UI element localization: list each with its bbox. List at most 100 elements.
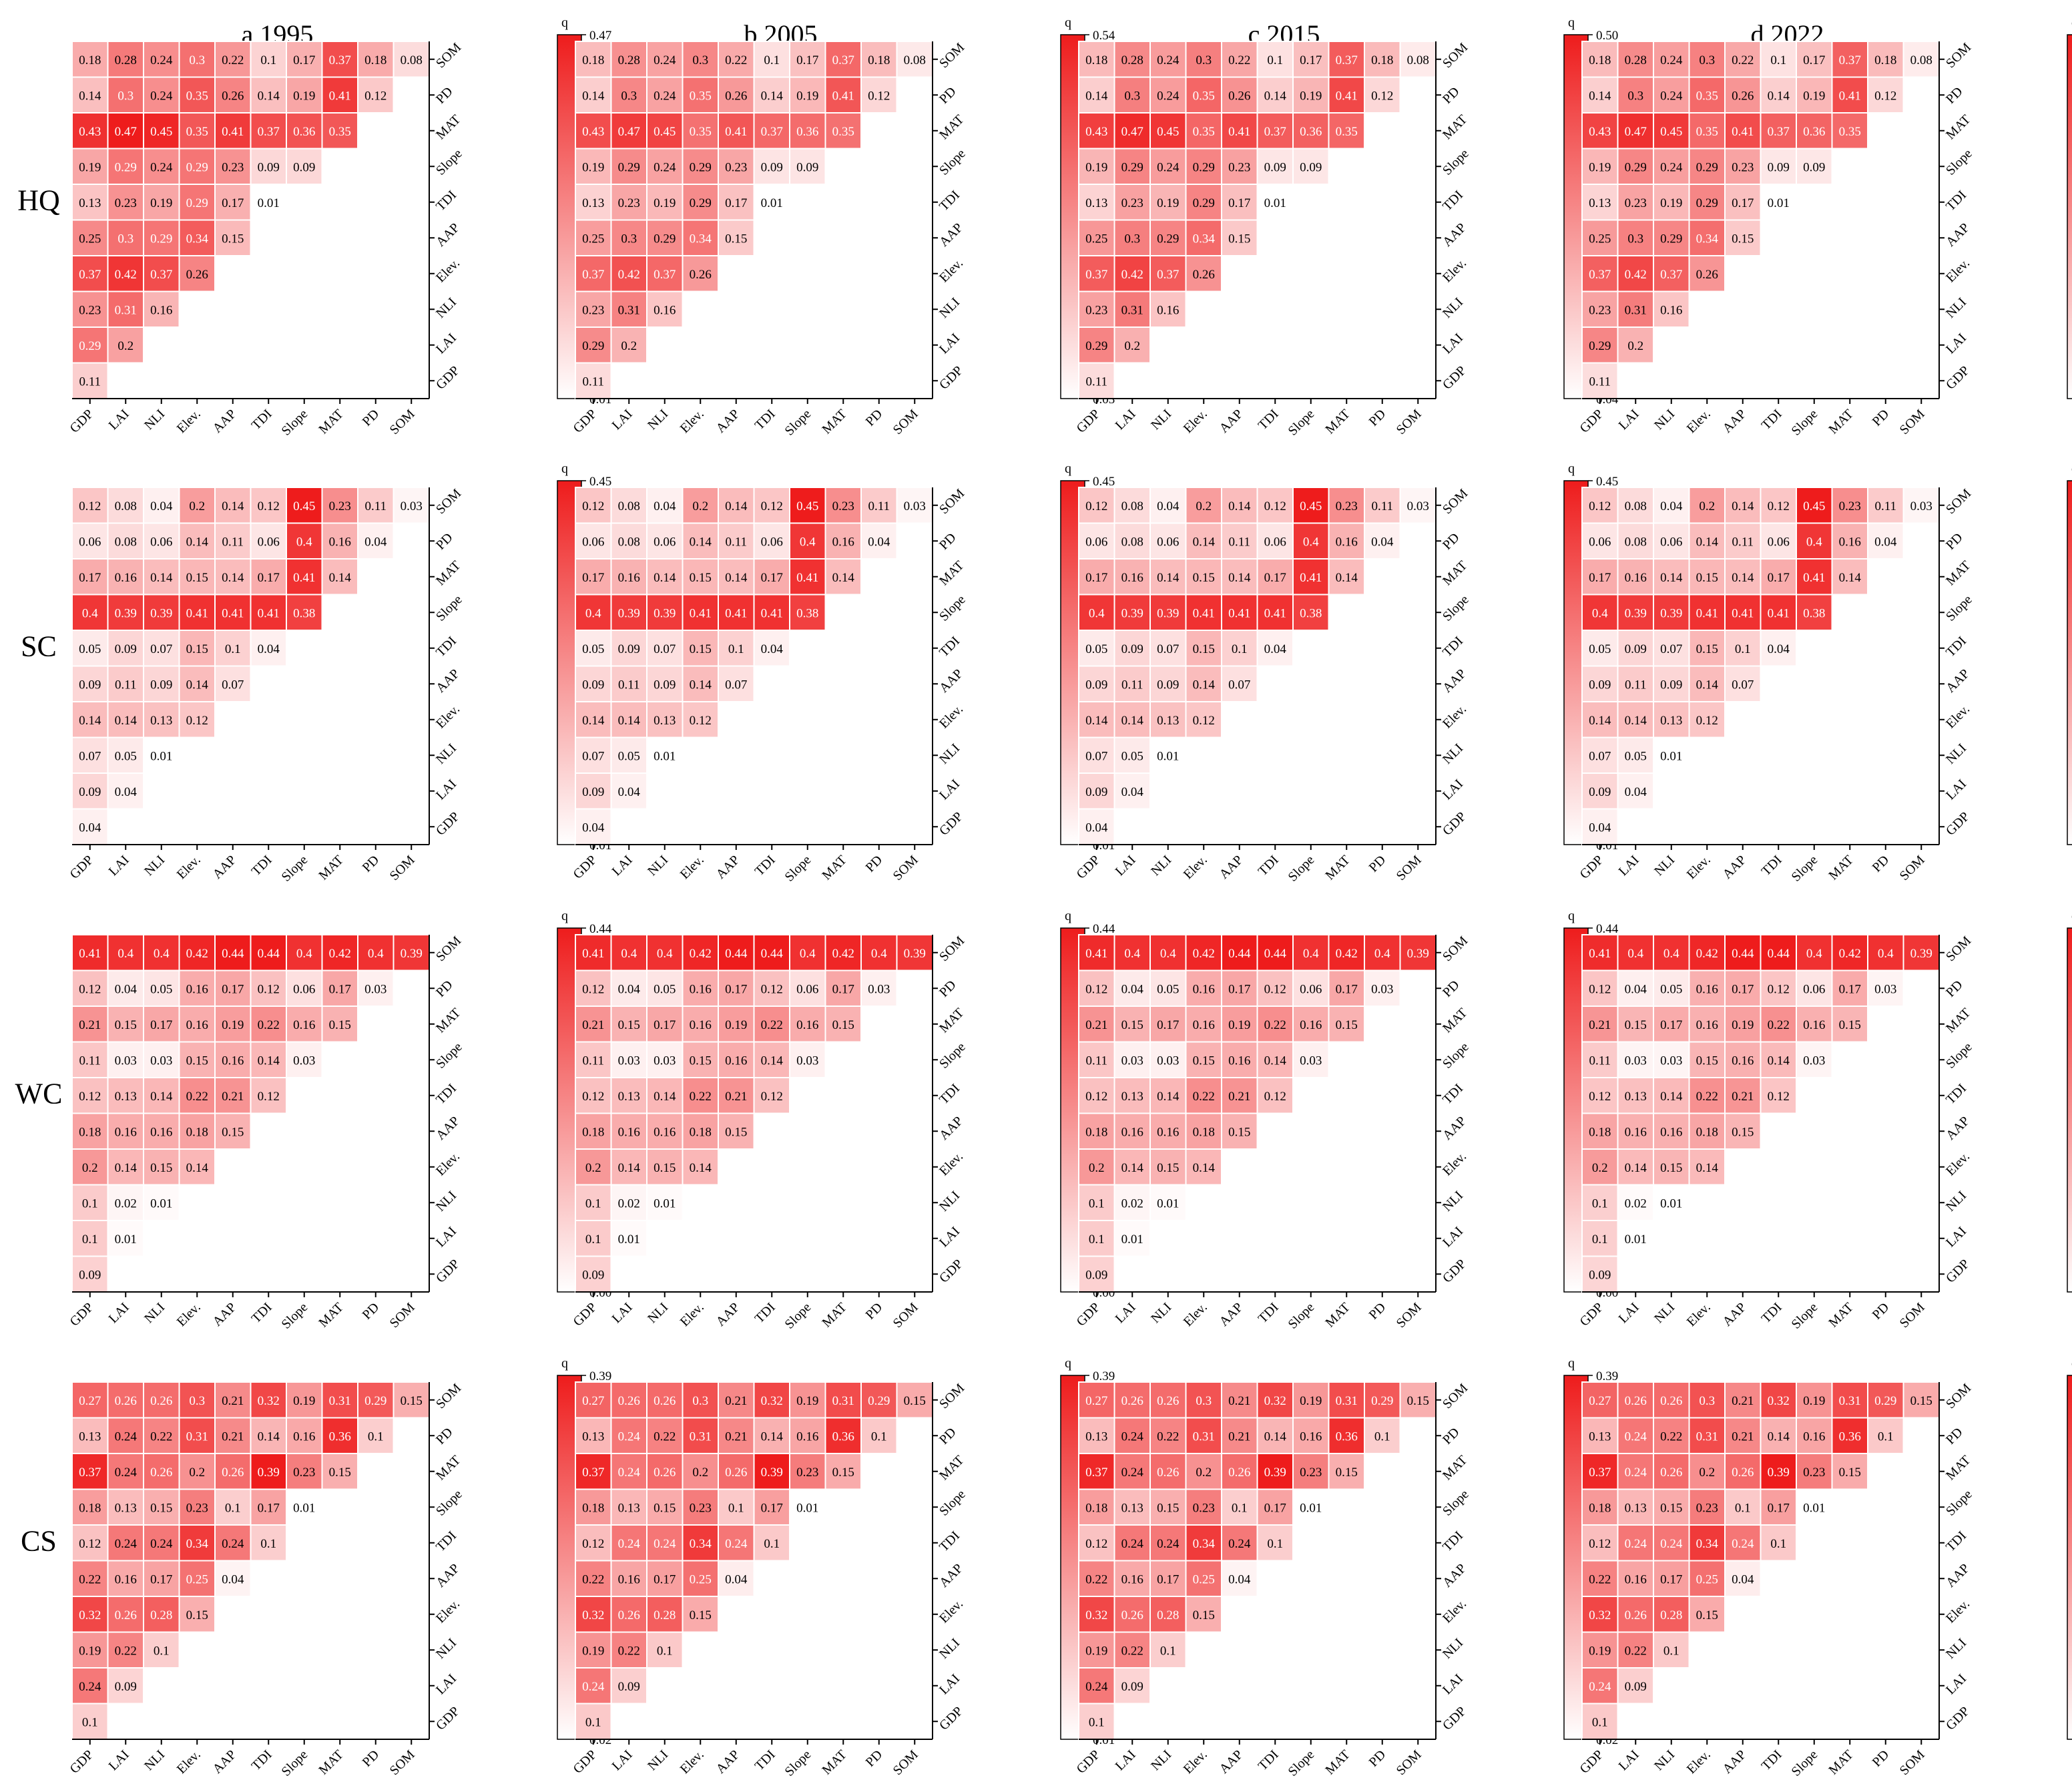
y-tick-label: SOM <box>1943 40 1974 71</box>
cell-value-label: 0.39 <box>258 1466 280 1480</box>
cell-value-label: 0.19 <box>1300 89 1322 103</box>
cell-value-label: 0.18 <box>1085 1501 1107 1515</box>
y-tick-label: SOM <box>1943 933 1974 964</box>
cell-value-label: 0.22 <box>1264 1018 1286 1032</box>
row-label: SC <box>21 630 57 662</box>
heatmap-cell <box>575 1453 612 1490</box>
cell-value-label: 0.29 <box>1696 196 1718 210</box>
cell-value-label: 0.29 <box>186 160 208 174</box>
heatmap-cell <box>646 1077 684 1114</box>
cell-value-label: 0.43 <box>1589 125 1611 139</box>
y-tick-label: Elev. <box>937 1596 966 1626</box>
heatmap-cell <box>1760 148 1797 185</box>
cell-value-label: 0.45 <box>796 499 818 513</box>
heatmap-cell <box>1256 76 1294 114</box>
cell-value-label: 0.18 <box>582 1125 604 1139</box>
cell-value-label: 0.16 <box>115 1125 137 1139</box>
cell-value-label: 0.18 <box>1371 53 1393 67</box>
x-tick-label: SOM <box>890 853 921 883</box>
heatmap-cell <box>646 558 684 596</box>
cell-value-label: 0.03 <box>904 499 926 513</box>
cell-value-label: 0.09 <box>761 160 783 174</box>
cell-value-label: 0.26 <box>618 1608 640 1622</box>
cell-value-label: 0.38 <box>796 606 818 620</box>
cell-value-label: 0.15 <box>186 642 208 656</box>
cell-value-label: 0.15 <box>1228 1125 1250 1139</box>
cell-value-label: 0.12 <box>1264 499 1286 513</box>
heatmap-cell <box>1831 558 1868 596</box>
cell-value-label: 0.08 <box>401 53 423 67</box>
heatmap-cell <box>1653 934 1690 971</box>
cell-value-label: 0.05 <box>582 642 604 656</box>
cell-value-label: 0.05 <box>1660 982 1682 996</box>
cell-value-label: 0.41 <box>293 571 315 585</box>
x-tick-label: TDI <box>1256 853 1282 879</box>
cell-value-label: 0.14 <box>150 1090 173 1104</box>
cell-value-label: 0.12 <box>1085 1090 1107 1104</box>
cell-value-label: 0.29 <box>1660 232 1682 246</box>
cell-value-label: 0.29 <box>1157 232 1179 246</box>
cell-value-label: 0.42 <box>832 947 854 961</box>
cell-value-label: 0.17 <box>725 982 747 996</box>
heatmap-cell <box>610 969 648 1007</box>
heatmap-cell <box>1185 1148 1222 1186</box>
y-tick-label: NLI <box>1440 1188 1466 1214</box>
cell-value-label: 0.4 <box>1627 947 1643 961</box>
cell-value-label: 0.15 <box>329 1466 351 1480</box>
x-tick-label: LAI <box>1616 853 1642 879</box>
cell-value-label: 0.28 <box>1157 1608 1179 1622</box>
heatmap-cell <box>1256 1006 1294 1043</box>
cell-value-label: 0.39 <box>1264 1466 1286 1480</box>
cell-value-label: 0.41 <box>79 947 101 961</box>
y-tick-label: PD <box>937 84 959 107</box>
y-tick-label: LAI <box>937 330 963 357</box>
cell-value-label: 0.12 <box>258 499 280 513</box>
cell-value-label: 0.09 <box>79 678 101 692</box>
heatmap-cell <box>646 1488 684 1526</box>
x-tick-label: TDI <box>1759 407 1785 433</box>
heatmap-cell <box>575 1006 612 1043</box>
heatmap-cell <box>1831 487 1868 524</box>
cell-value-label: 0.41 <box>1228 125 1250 139</box>
heatmap-cell <box>1760 1524 1797 1562</box>
x-tick-label: AAP <box>713 853 742 882</box>
cell-value-label: 0.04 <box>1589 821 1611 835</box>
cell-value-label: 0.32 <box>582 1608 604 1622</box>
cell-value-label: 0.14 <box>582 89 605 103</box>
x-tick-label: TDI <box>249 407 275 433</box>
heatmap-cell <box>1724 969 1762 1007</box>
cell-value-label: 0.12 <box>1264 982 1286 996</box>
cell-value-label: 0.08 <box>618 535 640 549</box>
cell-value-label: 0.02 <box>115 1196 137 1210</box>
cell-value-label: 0.41 <box>1228 606 1250 620</box>
heatmap-cell <box>321 112 358 150</box>
heatmap-cell <box>575 1381 612 1419</box>
cell-value-label: 0.16 <box>1696 1018 1718 1032</box>
heatmap-cell <box>789 112 826 150</box>
heatmap-cell <box>143 255 180 292</box>
cell-value-label: 0.05 <box>1157 982 1179 996</box>
cell-value-label: 0.07 <box>725 678 747 692</box>
x-tick-label: PD <box>1366 407 1389 429</box>
cell-value-label: 0.26 <box>115 1608 137 1622</box>
heatmap-cell <box>321 1381 358 1419</box>
x-tick-label: SOM <box>387 853 418 883</box>
cell-value-label: 0.4 <box>585 606 601 620</box>
y-tick-label: AAP <box>433 1561 463 1590</box>
cell-value-label: 0.19 <box>222 1018 244 1032</box>
heatmap-panel: 0.040.09 0.040.07 0.05 0.010.14 0.14 0.13 0.12… <box>1577 461 2072 885</box>
heatmap-cell <box>250 1381 287 1419</box>
heatmap-cell <box>610 1417 648 1454</box>
y-tick-label: AAP <box>1440 1114 1469 1143</box>
cell-value-label: 0.06 <box>258 535 280 549</box>
x-tick-label: Elev. <box>1181 853 1210 882</box>
heatmap-cell <box>718 522 755 560</box>
cell-value-label: 0.22 <box>1732 53 1754 67</box>
cell-value-label: 0.04 <box>115 785 138 799</box>
cell-value-label: 0.17 <box>258 571 280 585</box>
heatmap-cell <box>1617 219 1654 256</box>
cell-value-label: 0.29 <box>690 196 712 210</box>
heatmap-cell <box>1617 1006 1654 1043</box>
cell-value-label: 0.18 <box>186 1125 208 1139</box>
heatmap-cell <box>1185 1381 1222 1419</box>
